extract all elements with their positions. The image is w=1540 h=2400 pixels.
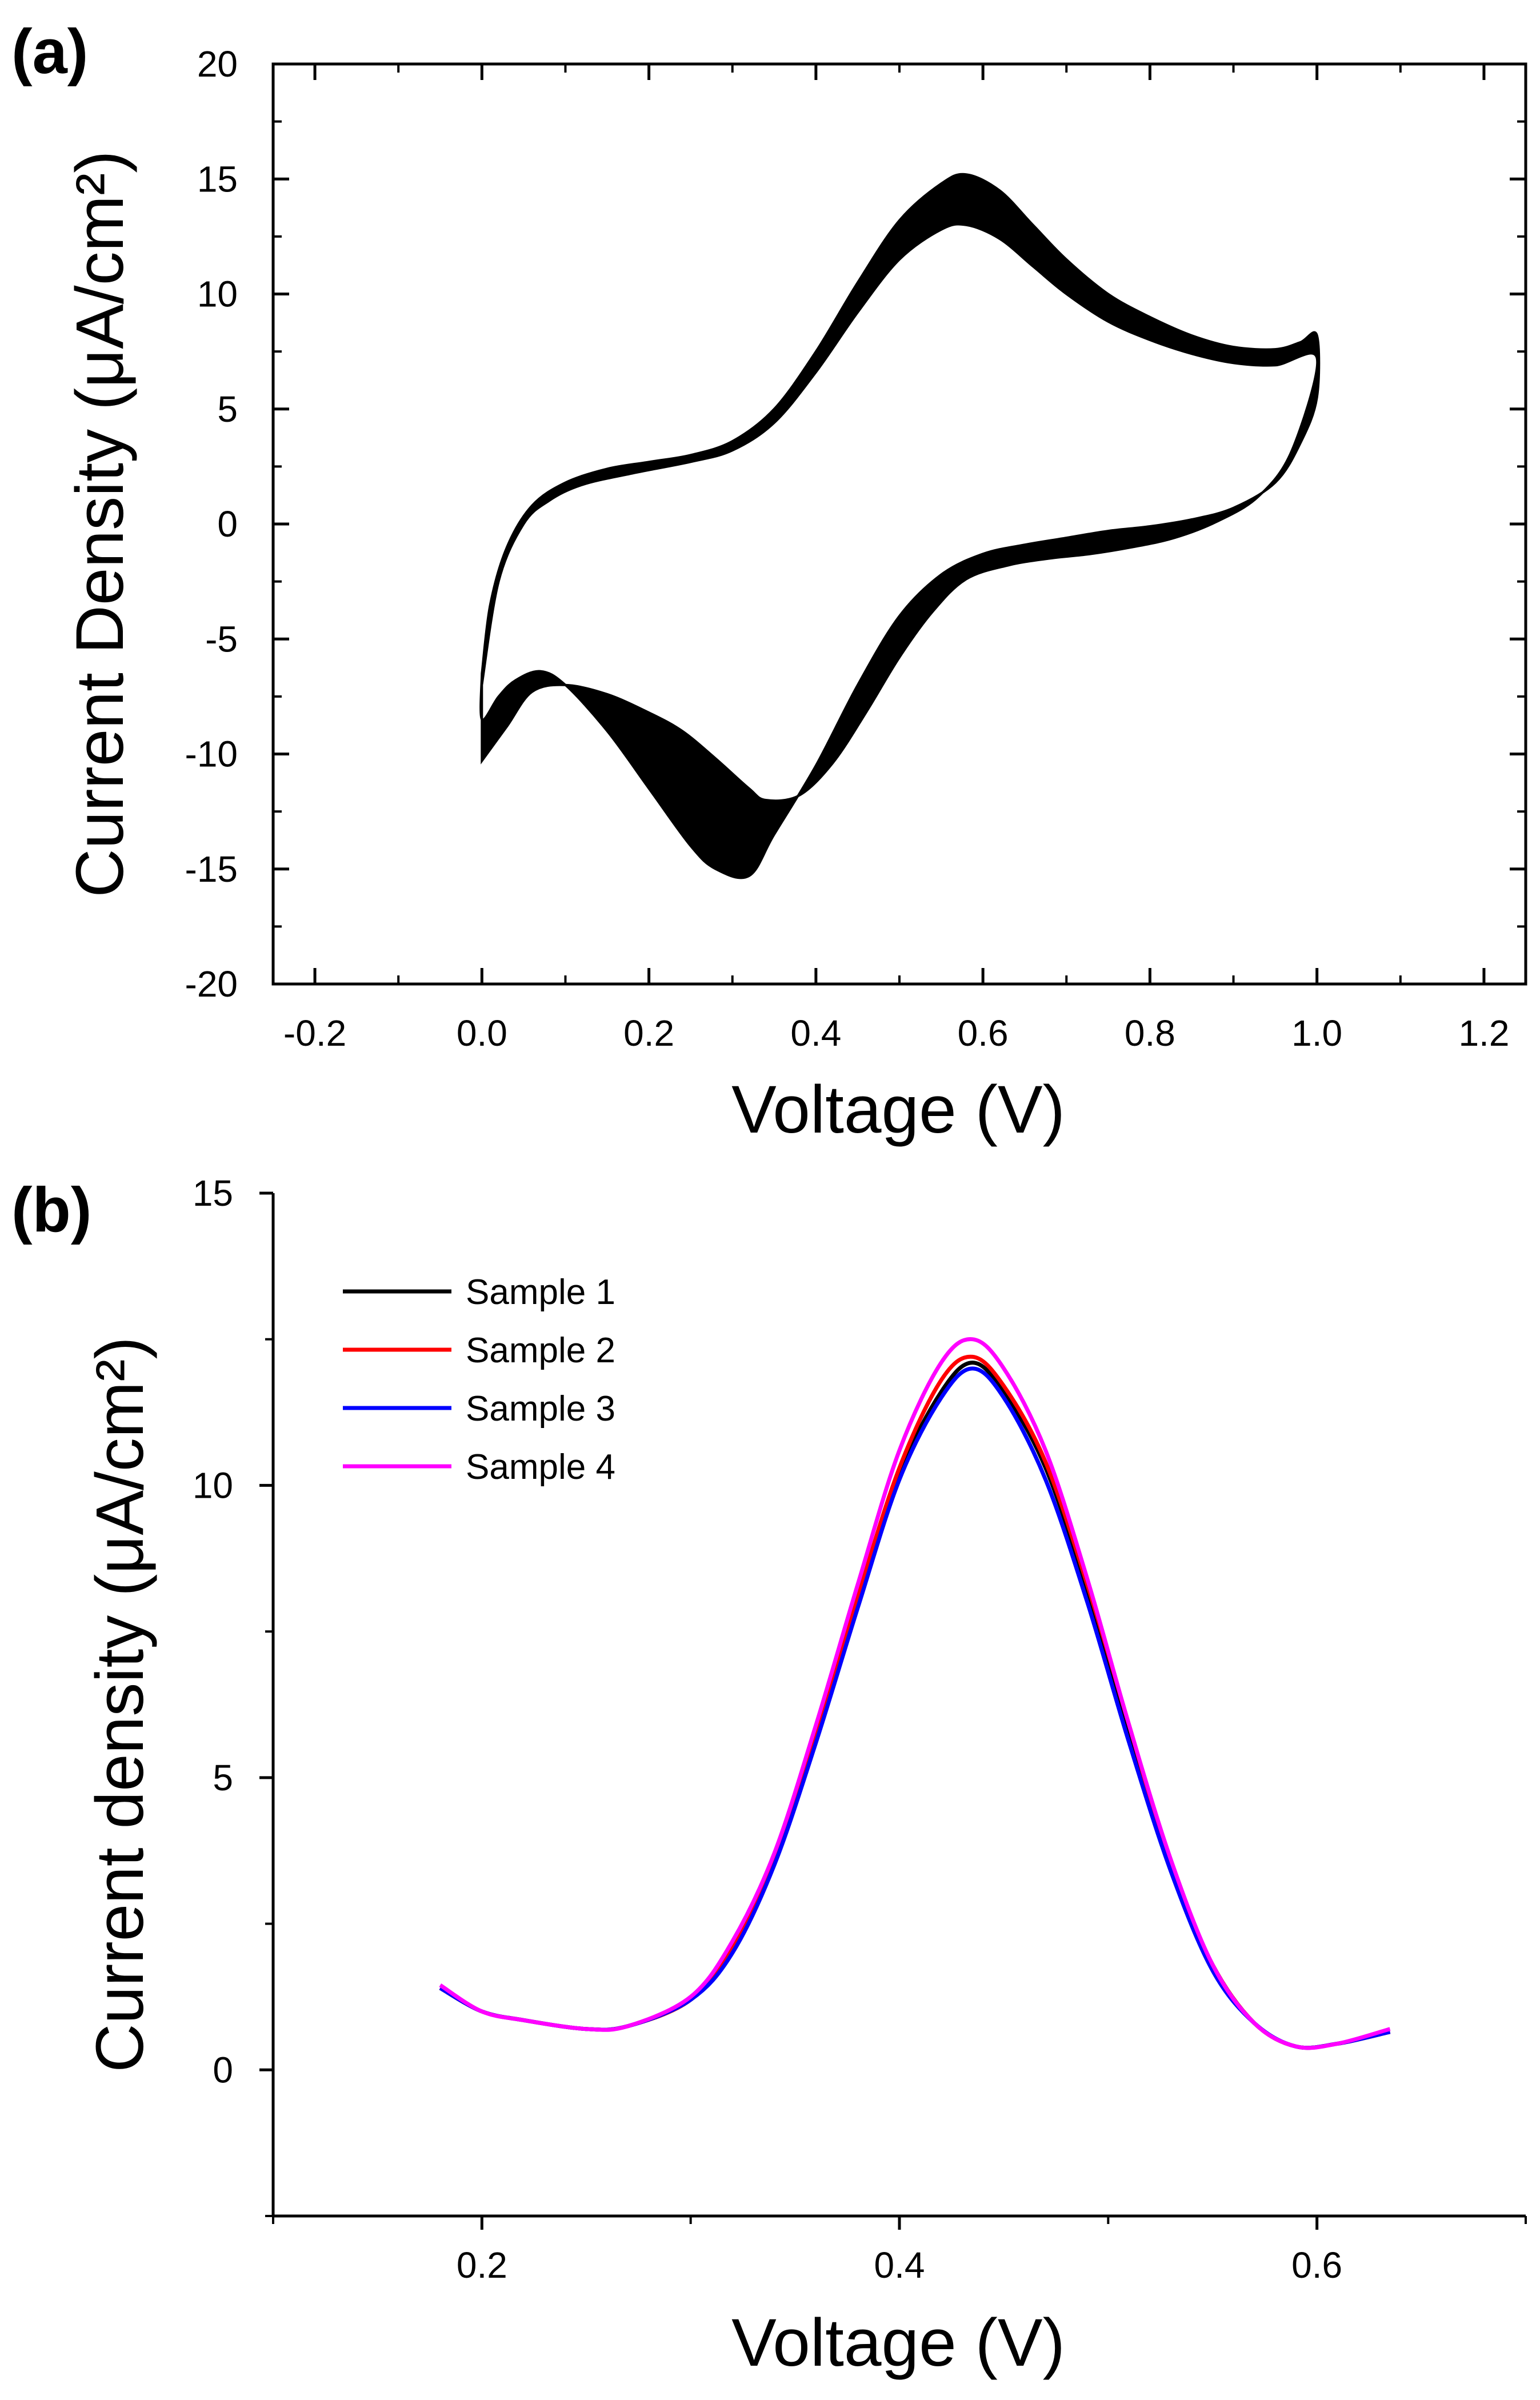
panel-a-xtick-label: 0.0 <box>457 1013 507 1054</box>
panel-a-ytick-label: 5 <box>217 389 238 430</box>
panel-a-ytick-label: 0 <box>217 503 238 545</box>
panel-b-xtick-label: 0.2 <box>457 2245 507 2286</box>
panel-a-xtick-label: -0.2 <box>283 1013 346 1054</box>
panel-a-x-axis-title: Voltage (V) <box>731 1072 1065 1147</box>
panel-b-xtick-label: 0.4 <box>874 2245 925 2286</box>
panel-b-label: (b) <box>11 1175 91 1245</box>
panel-a-xtick-label: 0.4 <box>790 1013 841 1054</box>
panel-a-ytick-label: -5 <box>205 618 238 659</box>
cv-cycle-band <box>479 173 1320 879</box>
panel-a-ytick-label: -15 <box>185 849 238 890</box>
panel-b-ticks <box>259 1191 1527 2230</box>
panel-a: (a) -0.2 0.0 0.2 0.4 0.6 0.8 1.0 1.2 -20… <box>11 17 1527 1147</box>
panel-b-xtick-label: 0.6 <box>1291 2245 1342 2286</box>
panel-a-ticks <box>273 62 1526 986</box>
panel-a-label: (a) <box>11 17 88 87</box>
panel-a-data-group <box>479 173 1321 879</box>
series-line-sample-4 <box>439 1337 1391 2050</box>
panel-b-ytick-label: 10 <box>193 1465 233 1506</box>
cv-outer-curve <box>479 173 1321 879</box>
panel-b-ytick-label: 15 <box>193 1173 233 1214</box>
panel-b-y-axis-title: Current density (μA/cm²) <box>82 1337 158 2073</box>
panel-b-x-axis-title: Voltage (V) <box>731 2305 1065 2381</box>
panel-b-legend: Sample 1 Sample 2 Sample 3 Sample 4 <box>343 1273 615 1487</box>
panel-b-ytick-label: 0 <box>213 2049 233 2090</box>
panel-a-plot-frame <box>271 62 1527 986</box>
panel-a-xtick-label: 0.8 <box>1125 1013 1175 1054</box>
panel-a-ytick-label: -10 <box>185 734 238 775</box>
panel-a-y-axis-title: Current Density (μA/cm²) <box>62 150 138 897</box>
panel-a-ytick-label: 15 <box>197 158 238 199</box>
panel-a-xtick-label: 0.2 <box>623 1013 674 1054</box>
legend-label-sample-1: Sample 1 <box>466 1273 615 1312</box>
panel-b-ytick-label: 5 <box>213 1757 233 1798</box>
panel-a-xtick-label: 1.0 <box>1291 1013 1342 1054</box>
panel-a-xtick-label: 1.2 <box>1458 1013 1509 1054</box>
legend-label-sample-3: Sample 3 <box>466 1389 615 1429</box>
legend-label-sample-2: Sample 2 <box>466 1331 615 1370</box>
legend-label-sample-4: Sample 4 <box>466 1447 615 1487</box>
panel-a-xtick-label: 0.6 <box>958 1013 1009 1054</box>
panel-b-data-group <box>439 1337 1391 2050</box>
panel-b: (b) 0.2 0.4 0.6 0 5 10 15 Sample 1 Sampl… <box>11 1173 1527 2381</box>
panel-a-ytick-label: 10 <box>197 274 238 315</box>
panel-a-ytick-label: -20 <box>185 963 238 1005</box>
cv-inner-curve <box>481 223 1319 802</box>
panel-a-ytick-label: 20 <box>197 43 238 85</box>
